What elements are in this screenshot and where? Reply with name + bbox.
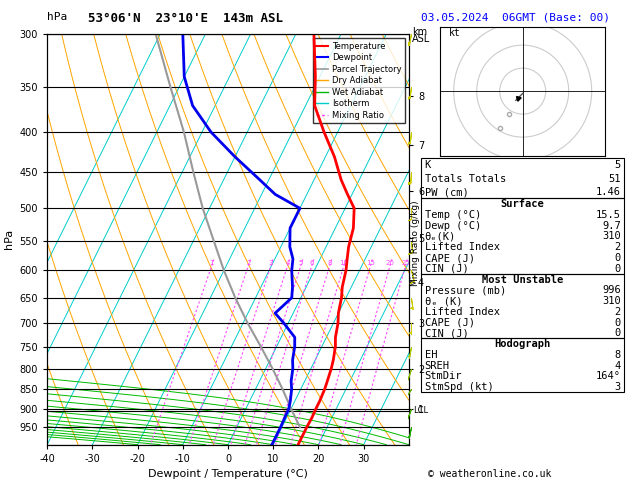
- Text: 0: 0: [615, 264, 621, 274]
- Text: 1: 1: [209, 260, 214, 266]
- Text: LCL: LCL: [413, 406, 428, 415]
- Text: 4: 4: [286, 260, 290, 266]
- Text: 10: 10: [340, 260, 348, 266]
- Text: θₑ (K): θₑ (K): [425, 296, 462, 306]
- Text: 8: 8: [328, 260, 332, 266]
- Text: 53°06'N  23°10'E  143m ASL: 53°06'N 23°10'E 143m ASL: [88, 12, 283, 25]
- Text: 310: 310: [602, 231, 621, 242]
- Text: 2: 2: [615, 242, 621, 252]
- Text: 9.7: 9.7: [602, 221, 621, 231]
- Text: Temp (°C): Temp (°C): [425, 210, 481, 220]
- Text: kt: kt: [449, 28, 461, 38]
- Text: Totals Totals: Totals Totals: [425, 174, 506, 184]
- Text: Pressure (mb): Pressure (mb): [425, 285, 506, 295]
- Text: ASL: ASL: [412, 34, 430, 44]
- Text: Mixing Ratio (g/kg): Mixing Ratio (g/kg): [411, 200, 420, 286]
- Text: 164°: 164°: [596, 371, 621, 381]
- Text: 5: 5: [299, 260, 303, 266]
- Text: 03.05.2024  06GMT (Base: 00): 03.05.2024 06GMT (Base: 00): [421, 12, 610, 22]
- Text: 0: 0: [615, 329, 621, 338]
- Text: StmSpd (kt): StmSpd (kt): [425, 382, 493, 392]
- Text: 996: 996: [602, 285, 621, 295]
- Text: 2: 2: [615, 307, 621, 317]
- Text: Lifted Index: Lifted Index: [425, 242, 499, 252]
- Text: PW (cm): PW (cm): [425, 187, 469, 197]
- Text: 15: 15: [366, 260, 375, 266]
- Text: CIN (J): CIN (J): [425, 329, 469, 338]
- Text: 0: 0: [615, 318, 621, 328]
- Text: StmDir: StmDir: [425, 371, 462, 381]
- Text: 4: 4: [615, 361, 621, 370]
- Text: 5: 5: [615, 160, 621, 171]
- Text: 310: 310: [602, 296, 621, 306]
- Legend: Temperature, Dewpoint, Parcel Trajectory, Dry Adiabat, Wet Adiabat, Isotherm, Mi: Temperature, Dewpoint, Parcel Trajectory…: [313, 38, 404, 123]
- Y-axis label: hPa: hPa: [4, 229, 14, 249]
- Text: 51: 51: [608, 174, 621, 184]
- Text: 0: 0: [615, 253, 621, 263]
- Text: 8: 8: [615, 350, 621, 360]
- Text: km: km: [412, 27, 427, 36]
- Text: Hodograph: Hodograph: [494, 339, 551, 349]
- Text: CIN (J): CIN (J): [425, 264, 469, 274]
- Text: Dewp (°C): Dewp (°C): [425, 221, 481, 231]
- Text: CAPE (J): CAPE (J): [425, 253, 474, 263]
- Text: EH: EH: [425, 350, 437, 360]
- Text: 6: 6: [309, 260, 314, 266]
- X-axis label: Dewpoint / Temperature (°C): Dewpoint / Temperature (°C): [148, 469, 308, 479]
- Text: 20: 20: [386, 260, 394, 266]
- Text: Most Unstable: Most Unstable: [482, 275, 564, 284]
- Text: CAPE (J): CAPE (J): [425, 318, 474, 328]
- Text: 3: 3: [615, 382, 621, 392]
- Text: © weatheronline.co.uk: © weatheronline.co.uk: [428, 469, 551, 479]
- Text: 3: 3: [269, 260, 273, 266]
- Text: Surface: Surface: [501, 199, 545, 209]
- Text: hPa: hPa: [47, 12, 67, 22]
- Text: K: K: [425, 160, 431, 171]
- Text: SREH: SREH: [425, 361, 450, 370]
- Text: 15.5: 15.5: [596, 210, 621, 220]
- Text: Lifted Index: Lifted Index: [425, 307, 499, 317]
- Text: 25: 25: [401, 260, 410, 266]
- Text: 1.46: 1.46: [596, 187, 621, 197]
- Text: 2: 2: [246, 260, 250, 266]
- Text: θₑ(K): θₑ(K): [425, 231, 456, 242]
